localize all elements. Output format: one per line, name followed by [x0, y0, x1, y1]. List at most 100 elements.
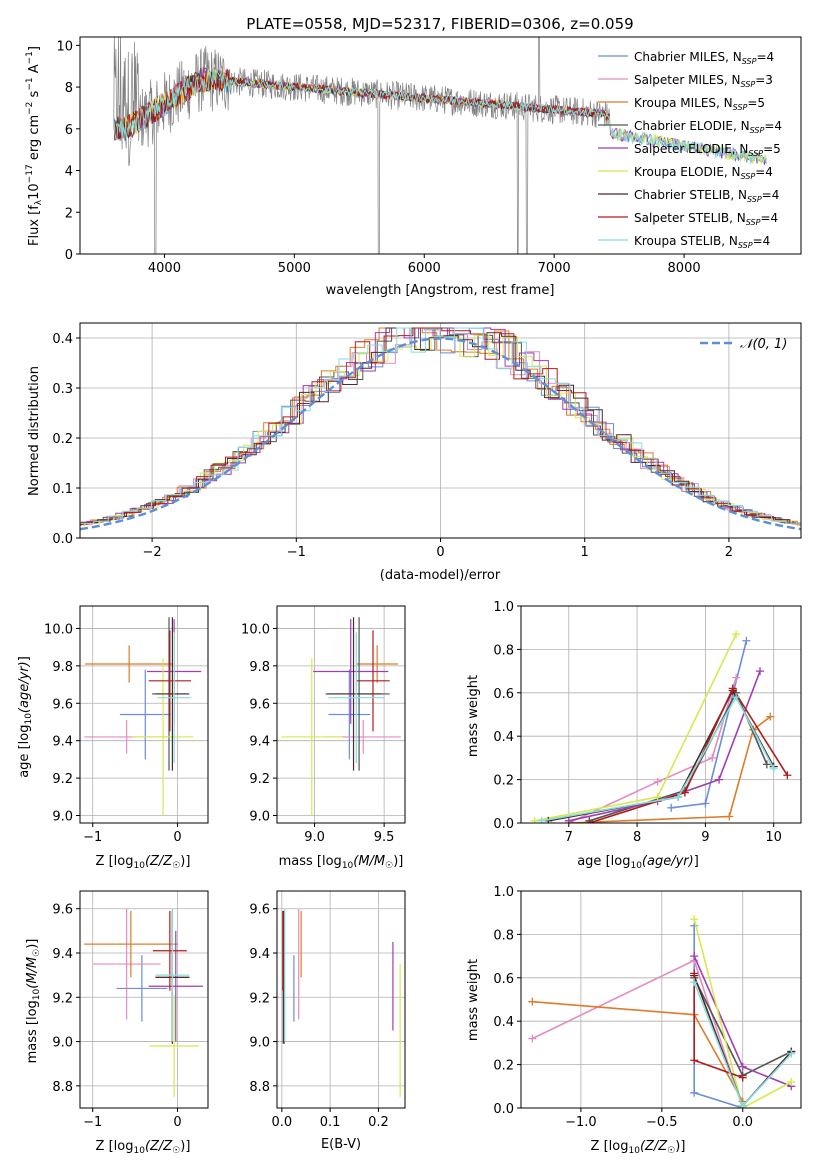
marker-kroupa-elodie — [787, 1077, 796, 1086]
x-tick-label: −1 — [287, 545, 306, 560]
spectrum-y-ticks: 0 2 4 6 8 10 — [56, 39, 80, 263]
line-kroupa-miles — [568, 716, 771, 823]
line-salpeter-elodie — [568, 670, 761, 822]
y-tick-label: 0 — [65, 248, 73, 263]
x-tick-label: 0 — [173, 830, 181, 845]
y-tick-label: 9.2 — [52, 772, 73, 787]
spectrum-panel: PLATE=0558, MJD=52317, FIBERID=0306, z=0… — [25, 15, 802, 298]
y-tick-label: 9.8 — [52, 660, 73, 675]
y-tick-label: 9.0 — [249, 810, 270, 825]
frame — [520, 890, 802, 1109]
marks — [528, 915, 796, 1108]
residuals-xlabel: (data-model)/error — [380, 568, 501, 583]
y-tick-label: 9.6 — [52, 903, 73, 918]
marker-salpeter-stelib — [738, 1073, 747, 1082]
y-tick-label: 0.4 — [493, 730, 514, 745]
marker-chabrier-elodie — [762, 760, 771, 769]
x-tick-label: 1 — [581, 545, 589, 560]
age-vs-Z-xlabel: Z [log10(Z/Z☉)] — [96, 854, 191, 871]
y-tick-label: 0.4 — [493, 1015, 514, 1030]
gaussian-curve — [79, 337, 802, 531]
residuals-grid — [80, 323, 801, 539]
frame — [79, 890, 209, 1109]
y-tick-label: 8 — [65, 81, 73, 96]
mass-vs-ebv-panel: 0.0 0.1 0.2 8.8 9.0 9.2 9.4 9.6 — [249, 890, 406, 1130]
legend-label-chabrier-stelib: Chabrier STELIB, NSSP=4 — [634, 188, 779, 204]
x-tick-label: 2 — [725, 545, 733, 560]
marks — [530, 630, 792, 823]
y-tick-label: 0.1 — [52, 482, 73, 497]
age-vs-Z-panel: −1 0 9.0 9.2 9.4 9.6 9.8 10.0 — [44, 605, 209, 845]
x-tick-label: 5000 — [278, 261, 311, 276]
legend-label-chabrier-elodie: Chabrier ELODIE, NSSP=4 — [634, 119, 782, 135]
y-tick-label: 9.4 — [52, 735, 73, 750]
weight-vs-Z-xlabel: Z [log10(Z/Z☉)] — [591, 1139, 686, 1156]
marker-kroupa-stelib — [787, 1049, 796, 1058]
marker-kroupa-stelib — [769, 764, 778, 773]
y-tick-label: 9.4 — [249, 735, 270, 750]
spectrum-x-ticks: 4000 5000 6000 7000 8000 — [148, 254, 701, 276]
marker-kroupa-elodie — [690, 915, 699, 924]
marker-salpeter-elodie — [715, 775, 724, 784]
y-tick-label: 10.0 — [44, 622, 73, 637]
spectrum-frame — [79, 36, 802, 255]
marker-salpeter-stelib — [728, 684, 737, 693]
x-tick-label: 8000 — [668, 261, 701, 276]
y-tick-label: 9.0 — [249, 1036, 270, 1051]
y-tick-label: 8.8 — [52, 1080, 73, 1095]
marker-kroupa-elodie — [732, 630, 741, 639]
marker-salpeter-elodie — [564, 816, 573, 823]
marker-kroupa-stelib — [690, 978, 699, 987]
y-tick-label: 9.2 — [52, 991, 73, 1006]
y-tick-label: 10.0 — [241, 622, 270, 637]
y-tick-label: 9.6 — [249, 903, 270, 918]
residuals-ylabel: Normed distribution — [27, 366, 42, 496]
marker-salpeter-miles — [653, 777, 662, 786]
spectrum-legend: Chabrier MILES, NSSP=4 Salpeter MILES, NS… — [598, 50, 782, 250]
y-tick-label: 9.2 — [249, 991, 270, 1006]
x-tick-label: −1 — [83, 1115, 102, 1130]
x-tick-label: 7 — [565, 830, 573, 845]
marks — [84, 617, 202, 816]
frame — [276, 605, 406, 824]
marks — [281, 617, 401, 816]
y-tick-label: 9.2 — [249, 772, 270, 787]
histogram-kroupa-stelib — [80, 327, 801, 526]
y-tick-label: 0.6 — [493, 687, 514, 702]
y-tick-label: 0.3 — [52, 382, 73, 397]
y-tick-label: 0.0 — [493, 817, 514, 832]
y-tick-label: 9.0 — [52, 810, 73, 825]
x-tick-label: 0.0 — [732, 1115, 753, 1130]
x-tick-label: 0 — [173, 1115, 181, 1130]
marker-kroupa-stelib — [537, 816, 546, 823]
x-tick-label: 0.2 — [368, 1115, 389, 1130]
line-kroupa-miles — [532, 1000, 744, 1102]
age-vs-mass-xlabel: mass [log10(M/M☉)] — [279, 854, 404, 871]
marker-salpeter-miles — [708, 753, 717, 762]
age-vs-mass-panel: 9.0 9.5 9.0 9.2 9.4 9.6 9.8 10.0 — [241, 605, 406, 845]
marker-chabrier-miles — [667, 803, 676, 812]
y-tick-label: 6 — [65, 123, 73, 138]
residuals-panel: −2 −1 0 1 2 0.0 0.1 0.2 0.3 0.4 (data-model)/err… — [27, 322, 802, 583]
y-tick-label: 0.4 — [52, 332, 73, 347]
marker-kroupa-elodie — [653, 792, 662, 801]
legend-label-salpeter-stelib: Salpeter STELIB, NSSP=4 — [634, 211, 778, 227]
marks — [282, 908, 401, 1097]
legend-label-chabrier-miles: Chabrier MILES, NSSP=4 — [634, 50, 774, 66]
marker-salpeter-elodie — [738, 1062, 747, 1071]
y-tick-label: 1.0 — [493, 600, 514, 615]
legend-label-kroupa-stelib: Kroupa STELIB, NSSP=4 — [634, 234, 770, 250]
x-tick-label: −1.0 — [565, 1115, 597, 1130]
frame — [79, 605, 209, 824]
y-tick-label: 10 — [56, 39, 73, 54]
marker-salpeter-miles — [528, 1034, 537, 1043]
y-tick-label: 9.6 — [249, 697, 270, 712]
marker-salpeter-elodie — [756, 667, 765, 676]
mass-vs-ebv-xlabel: E(B-V) — [321, 1137, 361, 1152]
marker-salpeter-stelib — [585, 819, 594, 823]
marker-chabrier-miles — [742, 636, 751, 645]
residuals-x-ticks: −2 −1 0 1 2 — [143, 538, 733, 560]
marker-salpeter-stelib — [690, 1056, 699, 1065]
frame — [276, 890, 406, 1109]
marker-kroupa-stelib — [732, 693, 741, 702]
